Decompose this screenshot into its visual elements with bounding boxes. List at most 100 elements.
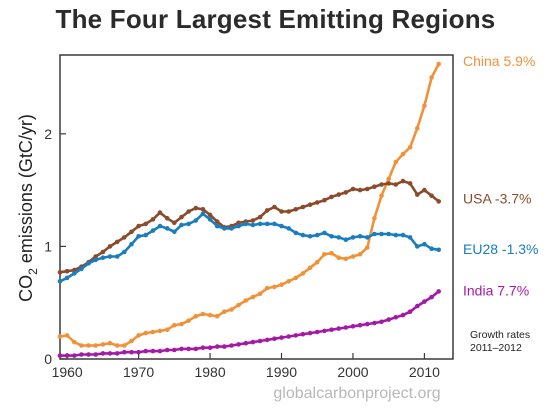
- data-point-china: [172, 322, 177, 328]
- data-point-eu28: [114, 254, 120, 259]
- data-point-india: [429, 294, 434, 300]
- data-point-india: [336, 326, 342, 331]
- data-point-china: [365, 245, 370, 250]
- data-point-china: [300, 271, 306, 276]
- data-point-usa: [314, 200, 320, 205]
- data-point-india: [365, 321, 370, 327]
- data-point-china: [336, 255, 342, 260]
- data-point-india: [143, 348, 148, 354]
- data-point-usa: [386, 181, 392, 186]
- growth-rates-note-line-2: 2011–2012: [470, 342, 522, 354]
- data-point-india: [86, 352, 91, 357]
- data-point-eu28: [365, 235, 370, 240]
- data-point-eu28: [357, 234, 363, 239]
- data-point-usa: [422, 187, 427, 193]
- data-point-usa: [257, 214, 263, 220]
- data-point-china: [379, 193, 384, 198]
- data-point-eu28: [300, 232, 306, 238]
- data-point-eu28: [207, 217, 213, 222]
- data-point-india: [343, 325, 349, 330]
- data-point-eu28: [314, 232, 320, 238]
- data-point-eu28: [222, 226, 227, 231]
- data-point-india: [372, 320, 377, 326]
- data-point-india: [64, 353, 70, 358]
- series-line-china: [59, 63, 440, 347]
- data-point-eu28: [400, 232, 406, 238]
- data-point-china: [193, 313, 199, 319]
- data-point-china: [79, 343, 84, 348]
- data-point-china: [307, 265, 313, 271]
- data-point-usa: [143, 221, 148, 227]
- data-point-india: [236, 342, 241, 347]
- data-point-eu28: [157, 223, 163, 229]
- data-point-usa: [150, 217, 156, 222]
- y-tick-label: 0: [44, 351, 52, 367]
- data-point-eu28: [379, 231, 384, 237]
- data-point-eu28: [150, 228, 156, 233]
- data-point-china: [122, 343, 127, 348]
- data-point-india: [386, 317, 392, 322]
- data-point-china: [407, 145, 413, 150]
- data-point-china: [214, 313, 220, 319]
- data-point-eu28: [229, 226, 234, 231]
- series-eu28: [57, 211, 442, 284]
- data-point-usa: [200, 207, 206, 212]
- data-point-india: [79, 352, 84, 357]
- data-point-india: [172, 347, 177, 353]
- data-point-usa: [236, 220, 241, 226]
- data-point-china: [415, 125, 420, 131]
- data-point-eu28: [386, 231, 392, 237]
- data-point-china: [164, 327, 170, 333]
- data-point-eu28: [436, 247, 442, 253]
- data-point-usa: [122, 235, 127, 240]
- data-point-china: [222, 309, 227, 315]
- data-point-eu28: [172, 229, 177, 235]
- data-point-china: [129, 338, 134, 344]
- data-point-china: [429, 75, 434, 80]
- data-point-usa: [336, 192, 342, 197]
- data-point-eu28: [79, 266, 84, 272]
- data-point-india: [357, 322, 363, 328]
- data-point-eu28: [193, 218, 199, 223]
- data-point-india: [222, 344, 227, 349]
- data-point-china: [243, 298, 249, 303]
- data-point-india: [379, 319, 384, 325]
- data-point-eu28: [100, 255, 106, 260]
- data-point-china: [279, 282, 284, 288]
- data-point-usa: [365, 186, 370, 192]
- data-point-eu28: [272, 221, 277, 227]
- data-point-india: [93, 352, 98, 357]
- data-point-india: [186, 346, 191, 352]
- data-point-eu28: [243, 221, 249, 227]
- data-point-eu28: [136, 234, 141, 239]
- data-point-india: [257, 338, 263, 344]
- data-point-usa: [343, 190, 349, 195]
- growth-rates-note-line-1: Growth rates: [470, 329, 530, 341]
- data-point-usa: [436, 199, 442, 204]
- data-point-usa: [57, 270, 63, 275]
- data-point-usa: [322, 197, 327, 203]
- data-point-eu28: [257, 221, 263, 227]
- data-point-eu28: [415, 244, 420, 249]
- data-point-india: [57, 353, 63, 358]
- data-point-china: [257, 291, 263, 297]
- data-point-india: [400, 312, 406, 318]
- data-point-india: [436, 289, 442, 294]
- x-tick-label: 2010: [409, 364, 440, 380]
- data-point-usa: [157, 210, 163, 215]
- data-point-india: [150, 348, 156, 354]
- data-point-eu28: [286, 226, 292, 231]
- data-point-china: [114, 343, 120, 348]
- data-point-india: [393, 315, 399, 320]
- data-point-india: [286, 334, 292, 339]
- data-point-china: [350, 254, 356, 259]
- data-point-eu28: [393, 232, 399, 238]
- data-point-usa: [207, 212, 213, 218]
- series-label-china: China 5.9%: [463, 53, 535, 69]
- data-point-india: [307, 330, 313, 336]
- data-point-usa: [300, 204, 306, 210]
- data-point-usa: [286, 209, 292, 214]
- data-point-india: [207, 345, 213, 351]
- data-point-eu28: [264, 221, 270, 227]
